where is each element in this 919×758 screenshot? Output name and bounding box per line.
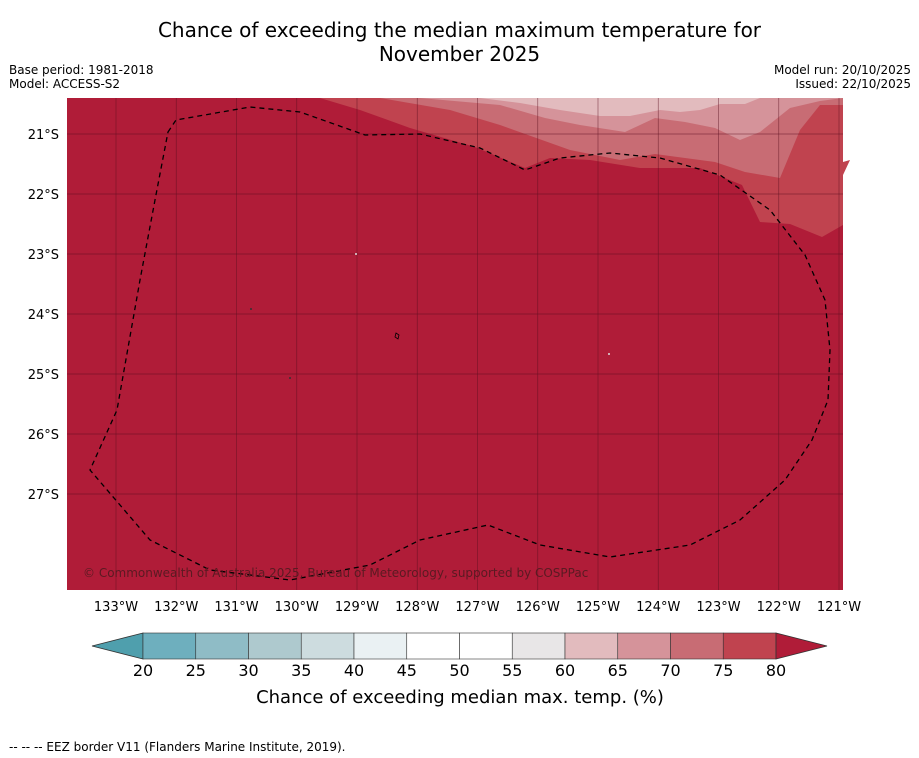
- colorbar-segment: [722, 632, 777, 660]
- colorbar-segment: [142, 632, 197, 660]
- band-60-65: [480, 98, 843, 116]
- colorbar-segment: [617, 632, 671, 660]
- latitude-labels: 21°S 22°S 23°S 24°S 25°S 26°S 27°S: [28, 128, 59, 503]
- lat-label: 26°S: [28, 428, 59, 443]
- lat-label: 27°S: [28, 488, 59, 503]
- colorbar-tick-label: 30: [238, 661, 258, 680]
- colorbar-tick-label: 70: [660, 661, 680, 680]
- colorbar-tick-label: 50: [449, 661, 469, 680]
- colorbar-segment: [406, 632, 460, 660]
- colorbar-tick-label: 25: [186, 661, 206, 680]
- meta-left: Base period: 1981-2018 Model: ACCESS-S2: [9, 63, 154, 91]
- longitude-labels: 133°W 132°W 131°W 130°W 129°W 128°W 127°W 126°W…: [94, 600, 861, 615]
- band-65-70: [420, 98, 843, 140]
- model-run: Model run: 20/10/2025: [773, 63, 911, 77]
- colorbar-title: Chance of exceeding median max. temp. (%…: [256, 687, 664, 708]
- island: [250, 308, 252, 310]
- colorbar-tick-label: 65: [608, 661, 628, 680]
- colorbar-tick-label: 60: [555, 661, 575, 680]
- footer-note: -- -- -- EEZ border V11 (Flanders Marine…: [9, 740, 346, 754]
- colorbar-tick-label: 40: [344, 661, 364, 680]
- lat-label: 22°S: [28, 188, 59, 203]
- colorbar-min-arrow: [91, 632, 144, 660]
- lon-label: 121°W: [817, 600, 861, 615]
- island: [608, 353, 610, 355]
- meta-right: Model run: 20/10/2025 Issued: 22/10/2025: [774, 63, 911, 91]
- lon-label: 125°W: [576, 600, 620, 615]
- lon-label: 122°W: [757, 600, 801, 615]
- colorbar-segment: [195, 632, 249, 660]
- lon-label: 127°W: [455, 600, 499, 615]
- lon-label: 123°W: [696, 600, 740, 615]
- island: [394, 332, 400, 340]
- lon-label: 129°W: [335, 600, 379, 615]
- graticule: [67, 98, 843, 590]
- lat-label: 23°S: [28, 248, 59, 263]
- lat-label: 25°S: [28, 368, 59, 383]
- copyright-text: © Commonwealth of Australia 2025, Bureau…: [83, 566, 588, 580]
- colorbar-tick-label: 20: [133, 661, 153, 680]
- island: [289, 377, 291, 379]
- lon-label: 133°W: [94, 600, 138, 615]
- colorbar-tick-label: 55: [502, 661, 522, 680]
- colorbar-segment: [300, 632, 355, 660]
- colorbar-tick-label: 35: [291, 661, 311, 680]
- lon-label: 126°W: [516, 600, 560, 615]
- band-edge: [830, 160, 850, 225]
- lon-label: 128°W: [395, 600, 439, 615]
- colorbar-tick-label: 75: [713, 661, 733, 680]
- colorbar-segment: [353, 632, 408, 660]
- issued-date: Issued: 22/10/2025: [795, 77, 911, 91]
- colorbar-segment: [564, 632, 619, 660]
- map-area: [67, 98, 843, 590]
- colorbar-segment: [248, 632, 302, 660]
- lon-label: 130°W: [275, 600, 319, 615]
- colorbar-tick-label: 80: [766, 661, 786, 680]
- eez-border: [89, 106, 831, 581]
- colorbar-segment: [511, 632, 566, 660]
- colorbar-max-arrow: [775, 632, 828, 660]
- colorbar: 20 25 30 35 40 45 50 55 60 65 70 75 80: [91, 632, 828, 680]
- title-line-1: Chance of exceeding the median maximum t…: [157, 18, 762, 42]
- chart-title: Chance of exceeding the median maximum t…: [0, 18, 919, 66]
- lat-label: 24°S: [28, 308, 59, 323]
- lon-label: 124°W: [636, 600, 680, 615]
- island: [355, 253, 357, 255]
- colorbar-segment: [459, 632, 513, 660]
- lat-label: 21°S: [28, 128, 59, 143]
- colorbar-segment: [670, 632, 724, 660]
- colorbar-tick-label: 45: [397, 661, 417, 680]
- lon-label: 132°W: [154, 600, 198, 615]
- title-line-2: November 2025: [378, 42, 541, 66]
- model-name: Model: ACCESS-S2: [9, 77, 121, 91]
- lon-label: 131°W: [214, 600, 258, 615]
- base-period: Base period: 1981-2018: [9, 63, 154, 77]
